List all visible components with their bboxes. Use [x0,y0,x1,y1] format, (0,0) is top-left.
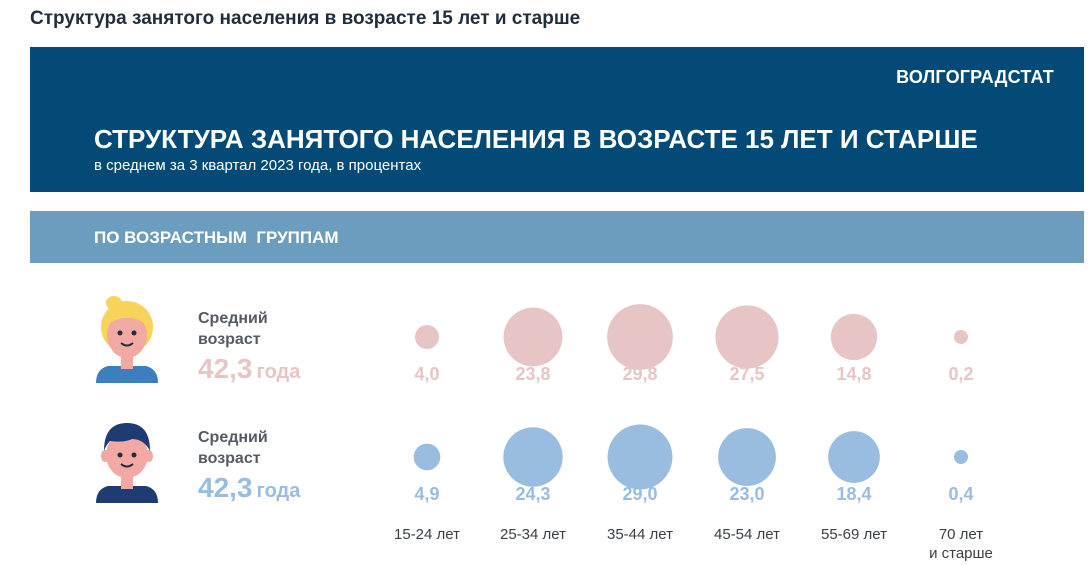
male-avg-value: 42,3 года [198,472,300,504]
male-avg-number: 42,3 [198,472,253,503]
section-label: ПО ВОЗРАСТНЫМ ГРУППАМ [94,228,339,247]
org-name: ВОЛГОГРАДСТАТ [896,67,1054,87]
male-bubble-0 [413,443,441,471]
male-value-label-4: 18,4 [836,484,871,504]
male-value-label-1: 24,3 [515,484,550,504]
female-bubble-5 [954,330,968,344]
male-bubble-1 [503,427,563,487]
female-bubble-0 [414,324,440,350]
female-avg-number: 42,3 [198,353,253,384]
female-value-label-2: 29,8 [622,364,657,384]
female-avg-unit: года [256,361,301,383]
female-value-label-5: 0,2 [948,364,973,384]
female-bubble-2 [607,304,673,370]
header-banner: ВОЛГОГРАДСТАТ СТРУКТУРА ЗАНЯТОГО НАСЕЛЕН… [30,47,1084,192]
chart-subtitle: в среднем за 3 квартал 2023 года, в проц… [94,157,422,174]
female-avatar-icon [96,296,158,383]
male-bubble-4 [828,431,880,483]
male-value-label-2: 29,0 [622,484,657,504]
male-avatar-icon [96,423,158,503]
male-value-label-0: 4,9 [414,484,439,504]
male-value-label-5: 0,4 [948,484,973,504]
category-label-0: 15-24 лет [394,526,460,543]
category-label-5: 70 лет и старше [929,526,993,562]
female-value-label-4: 14,8 [836,364,871,384]
female-value-label-3: 27,5 [729,364,764,384]
male-bubble-5 [954,450,968,464]
male-avg-unit: года [256,480,301,502]
section-bar: ПО ВОЗРАСТНЫМ ГРУППАМ [30,211,1084,263]
male-bubble-3 [718,428,776,486]
male-bubble-2 [607,424,673,490]
page-title: Структура занятого населения в возрасте … [30,8,581,29]
female-avg-label: Средний возраст [198,310,268,348]
category-label-1: 25-34 лет [500,526,566,543]
chart-title: СТРУКТУРА ЗАНЯТОГО НАСЕЛЕНИЯ В ВОЗРАСТЕ … [94,124,978,154]
male-value-label-3: 23,0 [729,484,764,504]
category-label-3: 45-54 лет [714,526,780,543]
category-label-2: 35-44 лет [607,526,673,543]
female-bubble-3 [715,305,779,369]
female-value-label-1: 23,8 [515,364,550,384]
female-bubble-4 [830,313,878,361]
category-label-4: 55-69 лет [821,526,887,543]
female-bubble-1 [503,307,563,367]
male-avg-label: Средний возраст [198,429,268,467]
female-avg-value: 42,3 года [198,353,300,385]
female-value-label-0: 4,0 [414,364,439,384]
